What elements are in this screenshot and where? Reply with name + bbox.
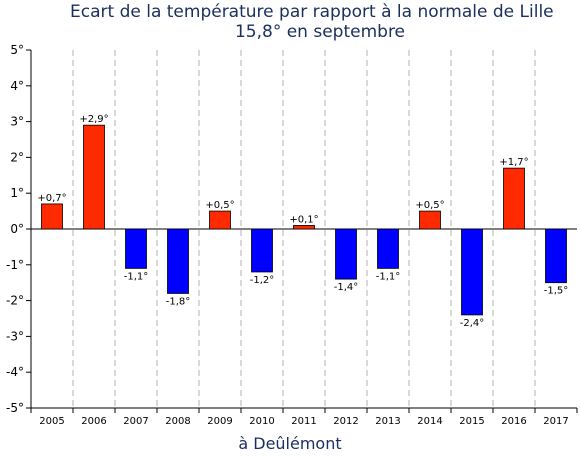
- x-axis-label: à Deûlémont: [238, 434, 342, 453]
- x-tick-label: 2005: [39, 416, 64, 427]
- x-tick-label: 2008: [165, 416, 190, 427]
- data-label: -1,1°: [376, 271, 401, 282]
- y-tick-label: -2°: [6, 294, 24, 308]
- x-tick-label: 2014: [417, 416, 442, 427]
- data-label: -2,4°: [460, 318, 485, 329]
- data-label: -1,8°: [166, 296, 191, 307]
- chart-subtitle: 15,8° en septembre: [234, 22, 406, 42]
- chart-title: Ecart de la température par rapport à la…: [70, 2, 554, 22]
- y-tick-label: 5°: [10, 43, 24, 57]
- y-tick-label: -5°: [6, 401, 24, 415]
- y-tick-label: -1°: [6, 258, 24, 272]
- y-tick-label: 2°: [10, 150, 24, 164]
- data-label: -1,2°: [250, 275, 275, 286]
- data-label: +0,1°: [289, 214, 318, 225]
- y-tick-label: 1°: [10, 186, 24, 200]
- x-tick-label: 2017: [543, 416, 568, 427]
- x-tick-label: 2009: [207, 416, 232, 427]
- x-tick-label: 2016: [501, 416, 526, 427]
- chart-title-block: Ecart de la température par rapport à la…: [0, 0, 580, 44]
- data-label: -1,5°: [544, 286, 569, 297]
- bar-2006: [83, 124, 105, 230]
- bar-2016: [503, 167, 525, 230]
- bar-2007: [125, 228, 147, 269]
- bar-2017: [545, 228, 567, 284]
- bar-2008: [167, 228, 189, 294]
- x-tick-label: 2011: [291, 416, 316, 427]
- bar-2009: [209, 210, 231, 230]
- data-label: -1,4°: [334, 282, 359, 293]
- y-tick-label: -4°: [6, 365, 24, 379]
- data-label: +0,7°: [37, 193, 66, 204]
- x-tick-label: 2006: [81, 416, 106, 427]
- data-label: +1,7°: [499, 157, 528, 168]
- x-tick-label: 2012: [333, 416, 358, 427]
- bar-2011: [293, 225, 315, 230]
- bar-2014: [419, 210, 441, 230]
- data-label: +2,9°: [79, 114, 108, 125]
- x-tick-label: 2007: [123, 416, 148, 427]
- bar-2010: [251, 228, 273, 273]
- x-tick-label: 2010: [249, 416, 274, 427]
- data-label: +0,5°: [205, 200, 234, 211]
- bar-2005: [41, 203, 63, 230]
- x-tick-label: 2013: [375, 416, 400, 427]
- y-tick-label: 0°: [10, 222, 24, 236]
- data-label: -1,1°: [124, 271, 149, 282]
- bar-2015: [461, 228, 483, 316]
- x-tick-label: 2015: [459, 416, 484, 427]
- bar-2012: [335, 228, 357, 280]
- data-label: +0,5°: [415, 200, 444, 211]
- y-tick-label: 4°: [10, 79, 24, 93]
- y-tick-label: -3°: [6, 329, 24, 343]
- y-tick-label: 3°: [10, 115, 24, 129]
- bar-2013: [377, 228, 399, 269]
